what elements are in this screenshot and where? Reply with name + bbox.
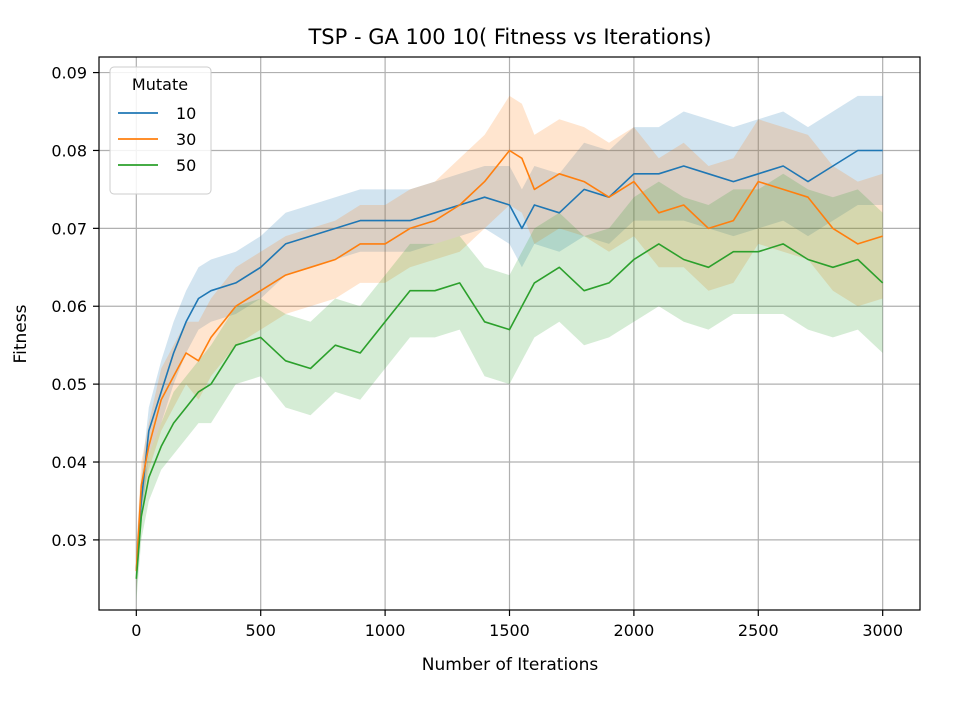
legend-label-10: 10 [176,104,196,123]
line-series-30 [135,149,883,572]
y-tick-label: 0.08 [51,141,87,160]
x-axis: 0 500 1000 1500 2000 2500 3000 [131,610,903,640]
x-tick-label: 3000 [862,621,903,640]
y-axis: 0.03 0.04 0.05 0.06 0.07 0.08 0.09 [51,64,99,550]
line-series-50 [135,243,884,579]
x-tick-label: 1000 [365,621,406,640]
x-axis-label: Number of Iterations [422,655,599,675]
y-tick-label: 0.03 [51,531,87,550]
chart-title: TSP - GA 100 10( Fitness vs Iterations) [307,25,711,49]
y-axis-label: Fitness [11,304,31,363]
x-tick-label: 500 [245,621,276,640]
x-tick-label: 2500 [738,621,779,640]
y-tick-label: 0.04 [51,453,87,472]
y-tick-label: 0.06 [51,297,87,316]
legend-items: 10 30 50 [118,104,196,175]
line-series-10 [135,149,883,572]
grid [99,57,920,610]
legend-title: Mutate [132,75,188,94]
band-series-30 [136,95,883,595]
x-tick-label: 0 [131,621,141,640]
y-tick-label: 0.09 [51,64,87,83]
band-series-50 [136,173,883,603]
legend: Mutate 10 30 50 [109,66,212,195]
band-series-10 [136,95,883,595]
y-tick-label: 0.07 [51,219,87,238]
legend-label-30: 30 [176,130,196,149]
x-tick-label: 2000 [614,621,655,640]
x-tick-label: 1500 [489,621,530,640]
legend-label-50: 50 [176,156,196,175]
confidence-bands [136,95,883,603]
legend-box [109,66,212,195]
series-lines [135,149,884,579]
y-tick-label: 0.05 [51,375,87,394]
